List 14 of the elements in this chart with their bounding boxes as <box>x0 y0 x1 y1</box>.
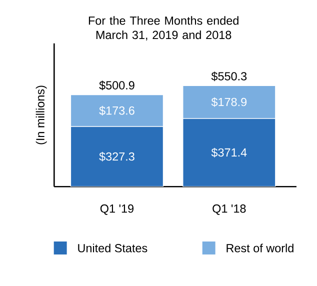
total-label: $550.3 <box>211 71 247 81</box>
bar <box>182 118 276 186</box>
x-tick-label: Q1 '18 <box>212 204 246 215</box>
data-label: $327.3 <box>99 152 134 162</box>
x-tick-label: Q1 '19 <box>100 204 134 215</box>
data-label: $371.4 <box>211 148 247 158</box>
y-axis-title: (In millions) <box>36 86 47 144</box>
total-label: $500.9 <box>99 80 134 90</box>
chart-title: For the Three Months ended March 31, 2019 and 2018 <box>88 16 238 40</box>
legend-label: United States <box>78 244 148 252</box>
legend-label: Rest of world <box>226 244 294 252</box>
bar <box>70 126 164 186</box>
data-label: $173.6 <box>99 106 134 116</box>
data-label: $178.9 <box>211 97 247 107</box>
